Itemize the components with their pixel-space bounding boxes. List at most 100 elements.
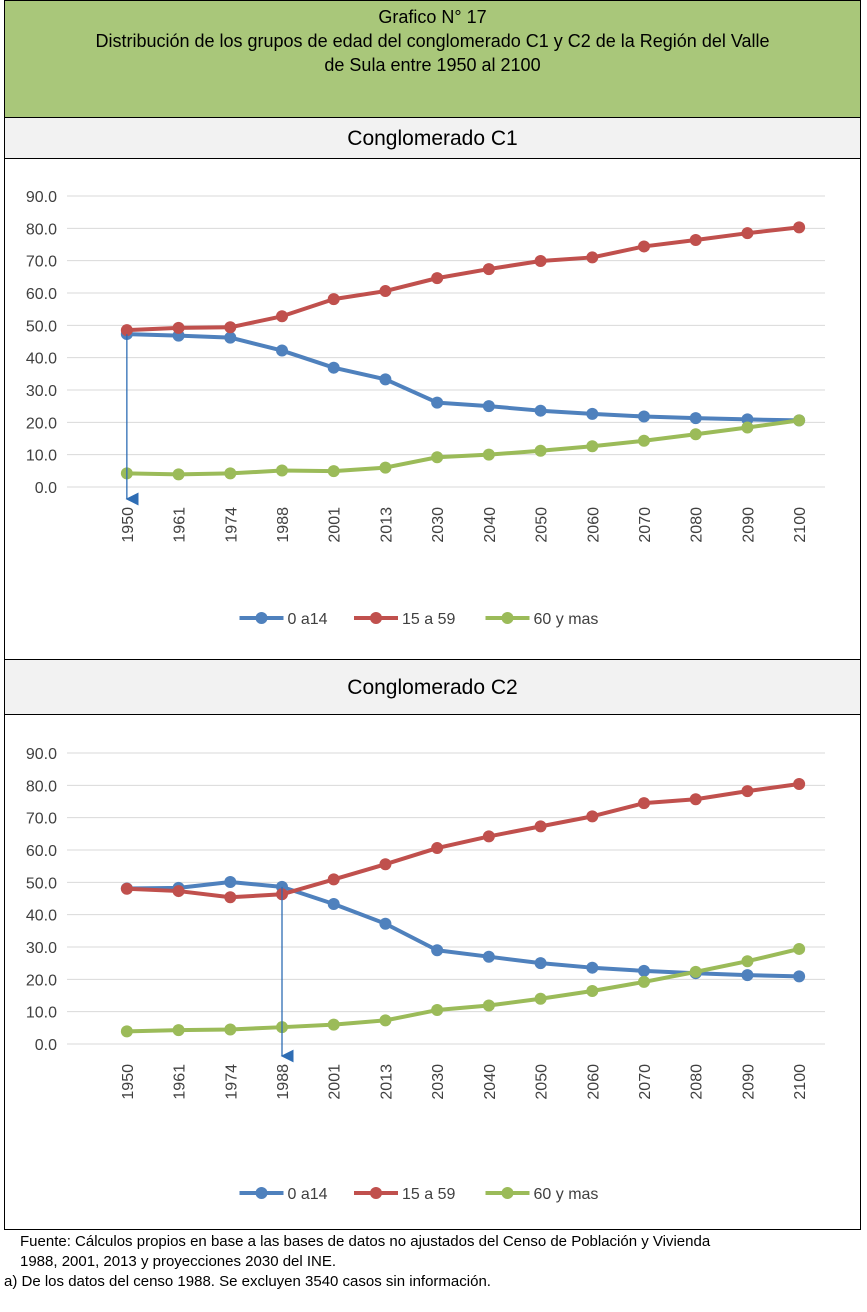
- y-tick-label: 60.0: [26, 843, 57, 860]
- point: [379, 373, 392, 386]
- point: [586, 961, 599, 974]
- point: [431, 396, 444, 409]
- series-line: [126, 946, 800, 1034]
- point: [431, 944, 444, 957]
- point: [793, 414, 806, 427]
- point: [327, 873, 340, 886]
- legend-label: 0 a14: [288, 1186, 328, 1203]
- x-tick-label: 2030: [430, 507, 447, 543]
- y-tick-label: 10.0: [26, 448, 57, 465]
- y-tick-label: 30.0: [26, 940, 57, 957]
- x-tick-label: 1961: [172, 1064, 189, 1100]
- x-tick-label: 2050: [534, 1064, 551, 1100]
- point: [224, 1023, 237, 1036]
- y-tick-label: 50.0: [26, 875, 57, 892]
- point: [327, 293, 340, 306]
- point: [793, 778, 806, 791]
- point: [534, 992, 547, 1005]
- point: [741, 955, 754, 968]
- y-tick-label: 20.0: [26, 415, 57, 432]
- x-tick-label: 1974: [223, 1064, 240, 1100]
- point: [224, 876, 237, 889]
- x-tick-label: 2090: [740, 507, 757, 543]
- header-subtitle: de Sula entre 1950 al 2100: [324, 55, 541, 75]
- point: [741, 969, 754, 982]
- x-tick-label: 2070: [637, 1064, 654, 1100]
- panel-title: Conglomerado C2: [4, 659, 861, 715]
- point: [534, 404, 547, 417]
- point: [379, 461, 392, 474]
- legend-label: 15 a 59: [402, 611, 455, 628]
- x-tick-label: 2080: [689, 507, 706, 543]
- x-tick-label: 2030: [430, 1064, 447, 1100]
- x-tick-label: 2001: [327, 1064, 344, 1100]
- legend-label: 0 a14: [288, 611, 328, 628]
- point: [586, 251, 599, 264]
- legend-marker: [255, 1187, 268, 1199]
- point: [534, 444, 547, 457]
- x-tick-label: 1950: [120, 507, 137, 543]
- point: [482, 263, 495, 276]
- legend-label: 60 y mas: [534, 1186, 599, 1203]
- y-tick-label: 70.0: [26, 254, 57, 271]
- point: [689, 233, 702, 246]
- point: [379, 858, 392, 871]
- footer: Fuente: Cálculos propios en base a las b…: [4, 1232, 710, 1292]
- series-line: [126, 332, 800, 423]
- y-tick-label: 90.0: [26, 746, 57, 763]
- y-tick-label: 40.0: [26, 351, 57, 368]
- y-tick-label: 70.0: [26, 811, 57, 828]
- point: [327, 1018, 340, 1031]
- legend-marker: [255, 612, 268, 624]
- y-tick-label: 0.0: [35, 480, 57, 497]
- y-tick-label: 30.0: [26, 383, 57, 400]
- x-tick-label: 2013: [378, 507, 395, 543]
- header-title: Grafico N° 17: [378, 7, 487, 27]
- point: [482, 448, 495, 461]
- point: [327, 465, 340, 478]
- point: [224, 321, 237, 334]
- point: [793, 221, 806, 234]
- x-tick-label: 1988: [275, 507, 292, 543]
- source: 1988, 2001, 2013 y proyecciones 2030 del…: [20, 1253, 337, 1270]
- point: [120, 1025, 133, 1038]
- point: [276, 464, 288, 477]
- point: [276, 344, 288, 357]
- chart-panel: 0.0 10.0 20.0 30.0 40.0 50.0 60.0 70.0 80.0 90.0 1…: [4, 158, 861, 660]
- point: [638, 797, 650, 810]
- point: [741, 227, 754, 240]
- x-tick-label: 2050: [534, 507, 551, 543]
- point: [793, 970, 806, 983]
- point: [638, 964, 650, 977]
- point: [534, 957, 547, 970]
- point: [638, 240, 650, 253]
- point: [482, 999, 495, 1012]
- point: [224, 891, 237, 904]
- series-line: [126, 418, 800, 477]
- x-tick-label: 1950: [120, 1064, 137, 1100]
- x-tick-label: 1961: [172, 507, 189, 543]
- series-line: [126, 225, 800, 333]
- x-tick-label: 2040: [482, 507, 499, 543]
- legend-label: 15 a 59: [402, 1186, 455, 1203]
- legend-marker: [501, 612, 514, 624]
- point: [689, 412, 702, 425]
- legend-marker: [501, 1187, 514, 1199]
- point: [638, 975, 650, 988]
- point: [172, 468, 185, 481]
- y-tick-label: 10.0: [26, 1005, 57, 1022]
- point: [741, 421, 754, 434]
- point: [224, 467, 237, 480]
- point: [482, 950, 495, 963]
- point: [224, 331, 237, 344]
- point: [431, 451, 444, 464]
- x-tick-label: 1974: [223, 507, 240, 543]
- source: Fuente: Cálculos propios en base a las b…: [20, 1233, 711, 1250]
- point: [327, 897, 340, 910]
- x-tick-label: 2070: [637, 507, 654, 543]
- point: [586, 440, 599, 453]
- chart-panel: 0.0 10.0 20.0 30.0 40.0 50.0 60.0 70.0 80.0 90.0 1…: [4, 714, 861, 1230]
- y-tick-label: 80.0: [26, 221, 57, 238]
- point: [431, 272, 444, 285]
- chart: 0.0 10.0 20.0 30.0 40.0 50.0 60.0 70.0 80.0 90.0 1…: [26, 189, 825, 628]
